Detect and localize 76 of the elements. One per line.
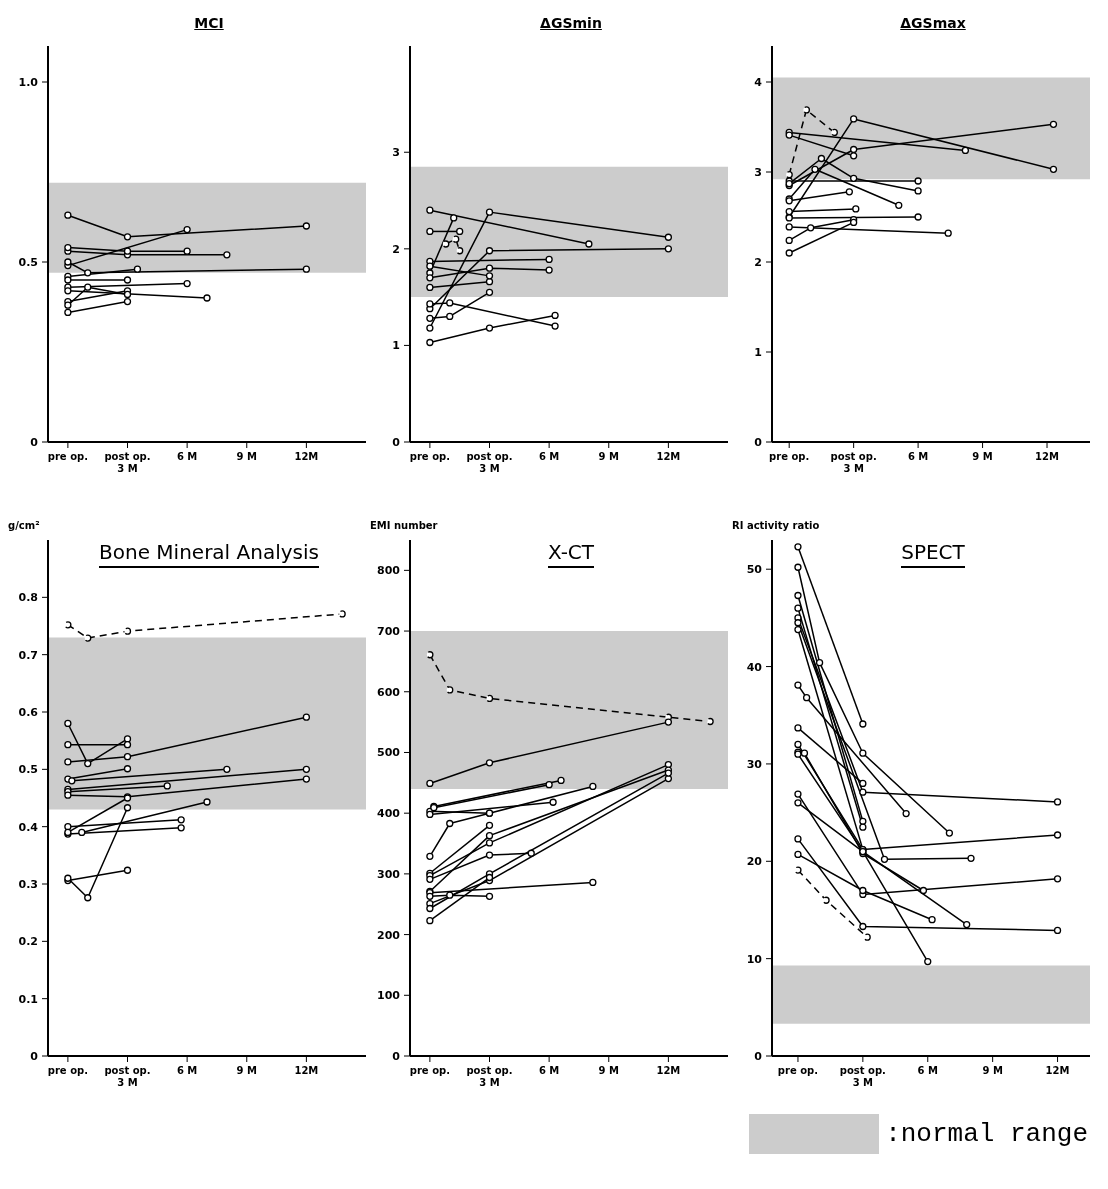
x-tick-label: 9 M — [982, 1065, 1003, 1076]
x-tick-label: post op. 3 M — [466, 1065, 513, 1088]
x-tick-label: 12M — [656, 1065, 681, 1076]
y-tick-label: 0.7 — [18, 648, 38, 662]
x-tick-label: pre op. — [409, 1065, 450, 1076]
x-tick-label: 9 M — [236, 1065, 257, 1076]
y-axis-title: EMI number — [370, 519, 439, 532]
y-tick-label: 300 — [377, 867, 401, 881]
x-tick-label: post op. 3 M — [104, 451, 151, 474]
y-tick-label: 2 — [392, 242, 400, 256]
y-axis-title: RI activity ratio — [732, 519, 821, 532]
y-tick-label: 0.1 — [18, 992, 38, 1006]
y-tick-label: 30 — [746, 757, 763, 771]
y-tick-label: 400 — [377, 807, 401, 821]
x-tick-label: post op. 3 M — [104, 1065, 151, 1088]
x-tick-label: 12M — [294, 451, 319, 462]
y-tick-label: 700 — [377, 625, 401, 639]
chart-title: SPECT — [901, 540, 965, 568]
y-tick-label: 0 — [754, 1050, 763, 1063]
y-tick-label: 0 — [392, 1050, 401, 1063]
y-tick-label: 2 — [754, 256, 762, 269]
x-tick-label: 6 M — [538, 451, 560, 462]
x-tick-label: 6 M — [917, 1065, 938, 1076]
y-tick-label: 0.6 — [18, 706, 39, 719]
x-tick-label: pre op. — [47, 1065, 88, 1076]
y-tick-label: 3 — [392, 146, 400, 160]
y-axis-title: g/cm² — [8, 519, 41, 532]
y-tick-label: 0.4 — [18, 820, 39, 834]
x-tick-label: 6 M — [538, 1065, 560, 1076]
x-tick-label: 9 M — [236, 451, 257, 462]
y-tick-label: 0.5 — [18, 256, 38, 269]
y-tick-label: 100 — [377, 989, 401, 1003]
y-tick-label: 1.0 — [18, 76, 39, 89]
x-tick-label: 12M — [294, 1065, 319, 1076]
x-tick-label: post op. 3 M — [830, 451, 877, 474]
y-tick-label: 500 — [377, 746, 401, 760]
x-tick-label: post op. 3 M — [839, 1065, 886, 1088]
y-tick-label: 3 — [754, 166, 762, 179]
chart-title: Bone Mineral Analysis — [99, 540, 319, 568]
y-tick-label: 40 — [746, 660, 763, 674]
y-tick-label: 1 — [754, 346, 762, 359]
chart-title: ΔGSmax — [899, 14, 967, 33]
y-tick-label: 10 — [746, 952, 763, 966]
x-tick-label: post op. 3 M — [466, 451, 513, 474]
x-tick-label: 9 M — [598, 451, 619, 462]
x-tick-label: 6 M — [907, 451, 929, 462]
y-tick-label: 200 — [377, 928, 401, 942]
x-tick-label: 6 M — [176, 1065, 198, 1076]
y-tick-label: 0 — [30, 436, 39, 449]
x-tick-label: 12M — [1035, 451, 1060, 462]
y-tick-label: 600 — [377, 685, 401, 699]
y-tick-label: 0.8 — [18, 591, 38, 605]
x-tick-label: 9 M — [972, 451, 993, 462]
y-tick-label: 0.3 — [18, 878, 38, 891]
y-tick-label: 800 — [377, 564, 401, 578]
x-tick-label: pre op. — [769, 451, 810, 462]
x-tick-label: 12M — [656, 451, 681, 462]
y-tick-label: 20 — [746, 855, 763, 869]
y-tick-label: 0 — [30, 1050, 39, 1063]
y-tick-label: 1 — [392, 339, 400, 353]
x-tick-label: 9 M — [598, 1065, 619, 1076]
chart-title: X-CT — [547, 540, 595, 568]
x-tick-label: pre op. — [777, 1065, 819, 1076]
y-tick-label: 0 — [392, 436, 401, 449]
x-tick-label: 12M — [1045, 1065, 1070, 1076]
x-tick-label: 6 M — [176, 451, 198, 462]
chart-title: ΔGSmin — [539, 14, 603, 33]
y-tick-label: 0 — [754, 436, 763, 449]
y-tick-label: 4 — [754, 76, 763, 89]
x-tick-label: pre op. — [47, 451, 88, 462]
legend-label: :normal range — [885, 1119, 1088, 1149]
y-tick-label: 50 — [746, 563, 763, 577]
y-tick-label: 0.5 — [18, 763, 38, 777]
x-tick-label: pre op. — [409, 451, 450, 462]
y-tick-label: 0.2 — [18, 935, 38, 949]
chart-title: MCI — [193, 14, 225, 33]
